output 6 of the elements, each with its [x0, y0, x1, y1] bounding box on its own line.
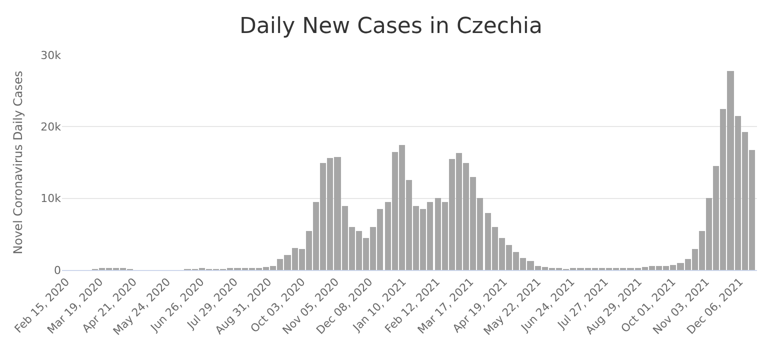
y-tick-label: 0 [54, 264, 61, 277]
y-tick-label: 30k [40, 48, 62, 62]
chart-title: Daily New Cases in Czechia [239, 14, 543, 39]
y-tick-label: 20k [40, 120, 62, 134]
y-axis-title: Novel Coronavirus Daily Cases [10, 70, 25, 254]
y-tick-label: 10k [40, 192, 62, 206]
